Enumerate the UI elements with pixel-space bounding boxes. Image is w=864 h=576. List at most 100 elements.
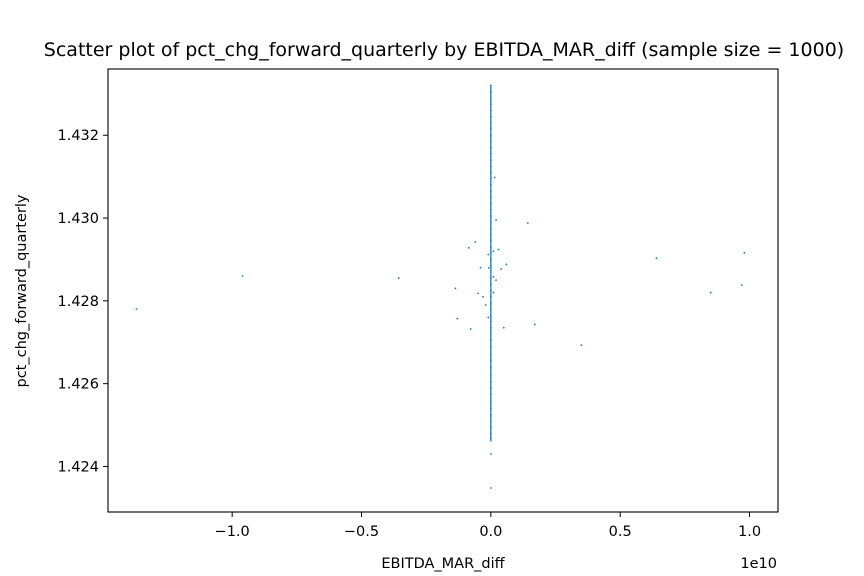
scatter-point <box>489 333 492 335</box>
scatter-point <box>489 380 492 383</box>
scatter-point <box>489 177 492 180</box>
scatter-point <box>489 239 492 242</box>
scatter-point <box>489 97 492 99</box>
scatter-point <box>489 233 492 236</box>
scatter-point <box>489 90 492 93</box>
scatter-point <box>533 323 536 326</box>
scatter-point <box>493 176 496 179</box>
scatter-point <box>489 295 492 298</box>
scatter-point <box>489 346 492 349</box>
scatter-point <box>489 84 492 87</box>
scatter-point <box>456 317 459 320</box>
scatter-point <box>489 320 492 323</box>
scatter-point <box>489 353 492 356</box>
scatter-point <box>489 277 492 279</box>
scatter-point <box>487 253 490 256</box>
scatter-point <box>526 222 529 224</box>
scatter-point <box>580 344 583 347</box>
scatter-point <box>489 432 492 435</box>
scatter-point <box>489 140 492 143</box>
scatter-point <box>497 248 500 251</box>
scatter-point <box>484 304 487 306</box>
scatter-point <box>489 121 492 124</box>
x-axis-ticks: −1.0 −0.5 0.0 0.5 1.0 <box>215 512 761 540</box>
y-tick-label: 1.430 <box>57 211 99 227</box>
scatter-point <box>489 339 492 342</box>
scatter-point <box>489 366 492 368</box>
scatter-point <box>489 453 492 455</box>
x-tick-label: −0.5 <box>344 524 379 540</box>
scatter-point <box>489 258 492 261</box>
scatter-point <box>489 373 492 376</box>
scatter-point <box>489 221 492 224</box>
scatter-point <box>489 487 492 489</box>
scatter-point <box>482 295 484 298</box>
scatter-point <box>495 279 497 282</box>
scatter-point <box>489 426 492 429</box>
scatter-point <box>489 159 492 161</box>
scatter-point <box>489 146 492 149</box>
y-tick-label: 1.432 <box>57 128 99 144</box>
scatter-point <box>479 266 482 269</box>
scatter-point <box>477 292 479 295</box>
scatter-point <box>489 407 492 410</box>
scatter-point <box>487 266 490 269</box>
scatter-point <box>489 202 492 205</box>
scatter-point <box>489 270 492 273</box>
x-axis-label: EBITDA_MAR_diff <box>381 556 505 572</box>
scatter-point <box>397 277 400 279</box>
scatter-point <box>489 283 492 286</box>
scatter-point <box>495 219 497 222</box>
scatter-point <box>489 400 492 402</box>
scatter-point <box>489 196 492 199</box>
scatter-point <box>489 184 492 186</box>
scatter-point <box>489 308 492 311</box>
scatter-point <box>489 420 492 422</box>
scatter-point <box>505 263 508 266</box>
scatter-point <box>489 152 492 155</box>
y-tick-label: 1.426 <box>57 377 99 393</box>
scatter-point <box>489 393 492 395</box>
x-axis-offset-label: 1e10 <box>740 556 777 572</box>
scatter-point <box>489 171 492 174</box>
scatter-point <box>489 437 492 440</box>
scatter-point <box>469 328 472 330</box>
scatter-point <box>489 227 492 230</box>
scatter-point <box>502 326 505 329</box>
scatter-point <box>467 246 470 249</box>
scatter-point <box>740 284 743 287</box>
scatter-point <box>489 314 492 317</box>
scatter-point <box>454 287 457 290</box>
y-axis-ticks: 1.424 1.426 1.428 1.430 1.432 <box>57 128 108 475</box>
x-tick-label: 0.0 <box>479 524 502 540</box>
scatter-point <box>489 359 492 362</box>
scatter-point <box>135 308 138 311</box>
scatter-point <box>655 257 658 260</box>
scatter-point <box>489 128 492 130</box>
x-tick-label: 0.5 <box>609 524 632 540</box>
scatter-point <box>489 264 492 267</box>
scatter-point <box>489 302 492 304</box>
scatter-point <box>500 268 503 270</box>
scatter-point <box>489 208 492 211</box>
scatter-point <box>489 252 492 255</box>
scatter-point <box>489 215 492 217</box>
scatter-point <box>743 251 746 254</box>
y-tick-label: 1.424 <box>57 459 99 475</box>
scatter-point <box>492 250 495 253</box>
chart-title: Scatter plot of pct_chg_forward_quarterl… <box>44 39 844 61</box>
scatter-point <box>489 109 492 112</box>
x-tick-label: 1.0 <box>738 524 761 540</box>
scatter-point <box>489 289 492 292</box>
scatter-point <box>489 413 492 416</box>
scatter-point <box>489 246 492 248</box>
y-tick-label: 1.428 <box>57 294 99 310</box>
scatter-point <box>489 386 492 389</box>
y-axis-label: pct_chg_forward_quarterly <box>14 194 30 387</box>
scatter-point <box>241 275 244 277</box>
scatter-point <box>487 316 490 319</box>
x-tick-label: −1.0 <box>215 524 250 540</box>
scatter-point <box>489 190 492 193</box>
scatter-point <box>474 241 477 243</box>
